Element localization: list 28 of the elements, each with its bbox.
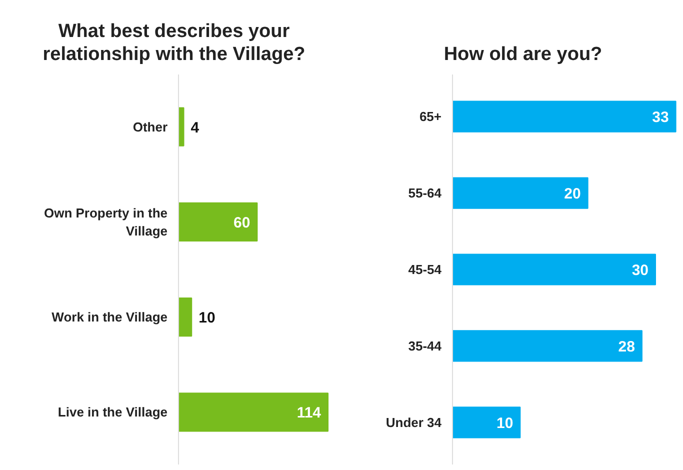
y-tick-label: Other: [132, 119, 168, 134]
y-tick-label: 45-54: [408, 262, 442, 277]
data-label: 10: [198, 310, 216, 327]
bar: [178, 392, 329, 432]
y-tick-label: Under 34: [386, 414, 442, 430]
chart-title: What best describes your relationship with the Village?: [42, 21, 306, 67]
data-label: 33: [652, 109, 669, 126]
y-tick-label: 35-44: [408, 338, 442, 354]
data-label: 114: [296, 404, 322, 422]
y-tick-label: 65+: [419, 109, 442, 124]
bar: [178, 298, 192, 337]
data-label: 60: [234, 214, 250, 232]
data-label: 30: [632, 262, 649, 279]
bar: [452, 254, 656, 286]
bar: [452, 177, 588, 209]
bar: [452, 100, 676, 132]
data-label: 4: [190, 119, 200, 136]
data-label: 28: [618, 338, 635, 356]
data-label: 20: [564, 186, 581, 203]
y-tick-label: Work in the Village: [52, 310, 168, 325]
bar: [178, 202, 258, 242]
data-label: 10: [496, 414, 514, 432]
y-tick-label: Own Property in the Village: [44, 205, 168, 238]
bar: [452, 330, 642, 362]
y-tick-label: 55-64: [408, 186, 442, 201]
y-tick-label: Live in the Village: [58, 404, 168, 420]
bar: [452, 406, 521, 438]
chart-title: How old are you?: [442, 44, 604, 67]
